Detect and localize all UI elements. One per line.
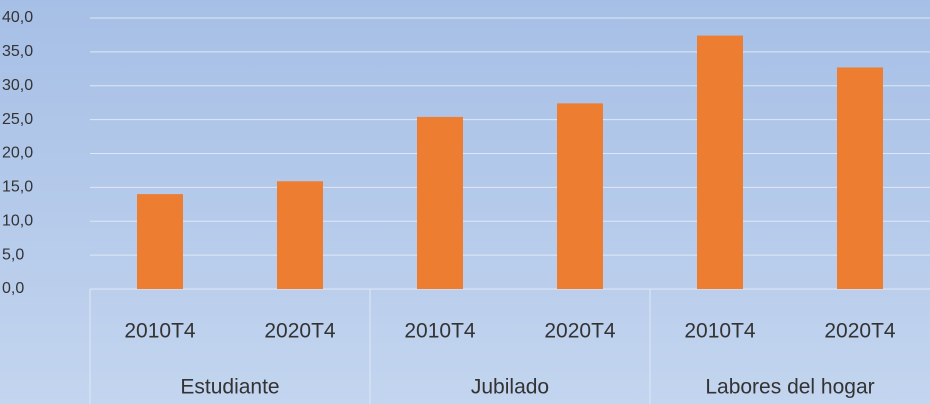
y-tick-label: 30,0 <box>2 77 33 94</box>
x-tick-label: 2010T4 <box>404 320 476 343</box>
bar <box>137 194 183 289</box>
y-tick-label: 15,0 <box>2 179 33 196</box>
x-tick-label: 2020T4 <box>544 320 616 343</box>
y-tick-label: 5,0 <box>2 246 24 263</box>
x-tick-label: 2010T4 <box>124 320 196 343</box>
y-tick-label: 40,0 <box>2 9 33 26</box>
x-tick-label: 2010T4 <box>684 320 756 343</box>
y-tick-label: 25,0 <box>2 111 33 128</box>
x-tick-label: 2020T4 <box>824 320 896 343</box>
x-tick-label: 2020T4 <box>264 320 336 343</box>
y-tick-label: 20,0 <box>2 145 33 162</box>
group-label: Labores del hogar <box>705 376 874 399</box>
bar <box>837 67 883 290</box>
y-tick-label: 10,0 <box>2 212 33 229</box>
y-tick-label: 35,0 <box>2 43 33 60</box>
bar <box>417 116 463 289</box>
group-label: Estudiante <box>180 376 279 399</box>
bar <box>557 103 603 290</box>
bar <box>277 181 323 289</box>
y-tick-label: 0,0 <box>2 280 24 297</box>
bar <box>697 35 743 289</box>
group-label: Jubilado <box>471 376 549 399</box>
